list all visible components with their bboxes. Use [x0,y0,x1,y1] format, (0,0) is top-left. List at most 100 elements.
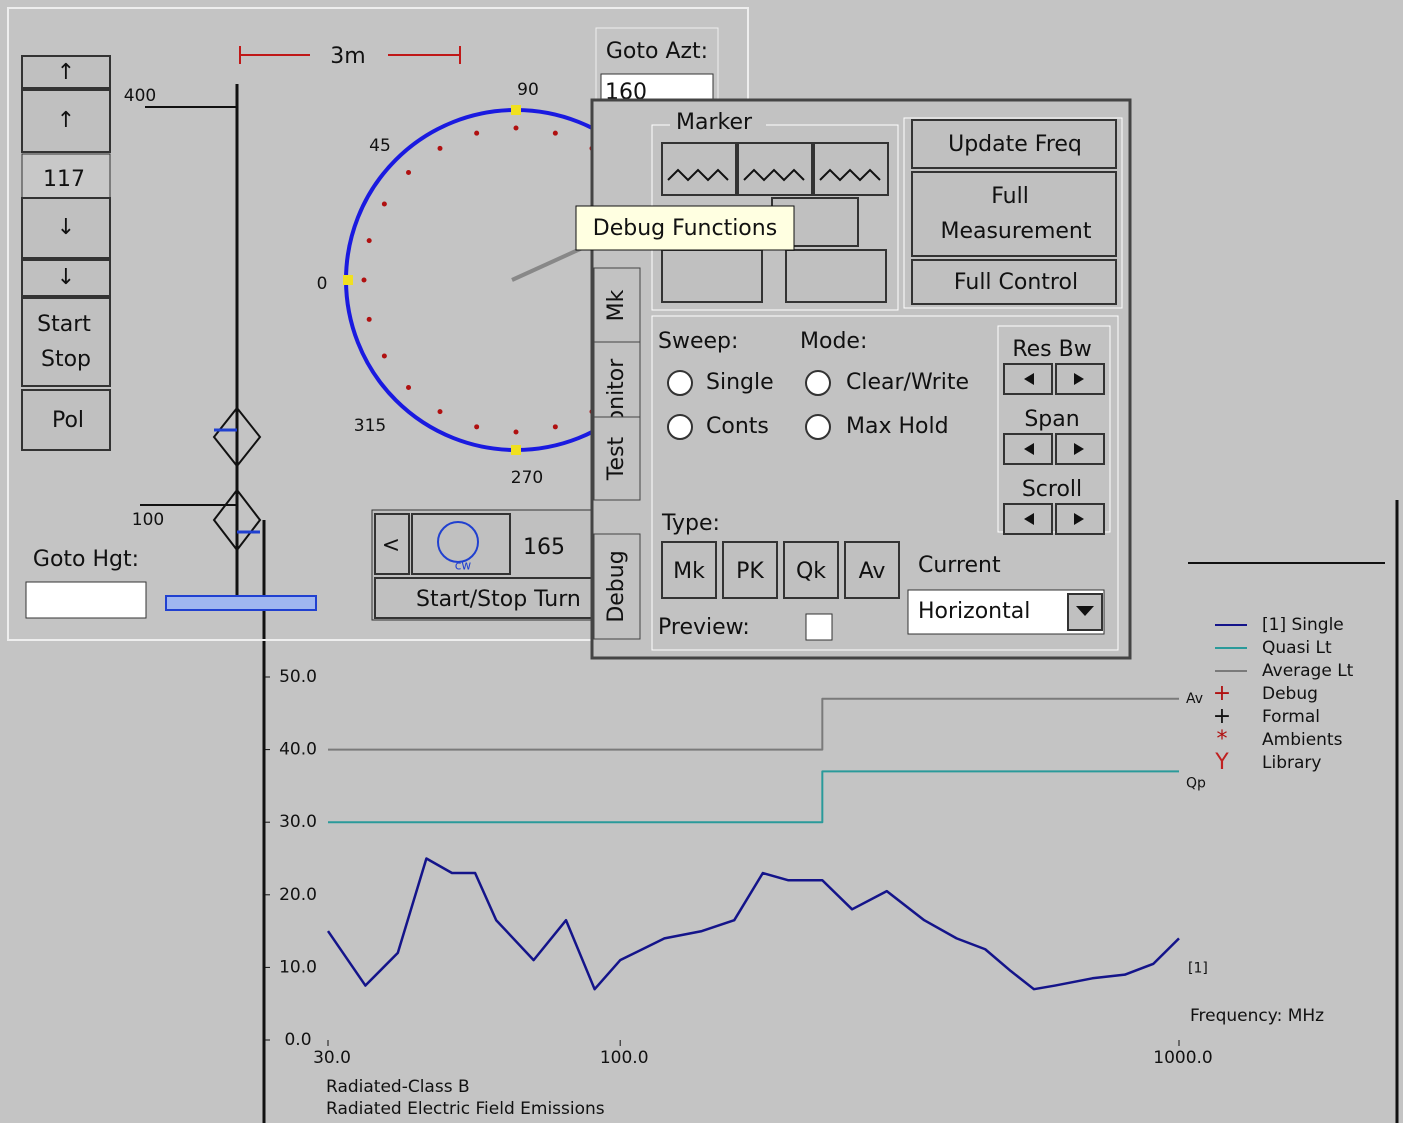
type-button[interactable] [722,541,778,599]
button-label: ↑ [57,60,75,85]
button-label: < [382,533,400,558]
step-frame [997,325,1111,533]
dial-dot [381,353,387,359]
y-tick-label: 40.0 [279,740,317,760]
tab-label: Debug [604,550,629,622]
radios: Single Conts Clear/Write Max Hold [667,370,969,440]
dial-dot [366,316,372,322]
series-line [326,857,1180,991]
distance-label: 3m [330,44,365,69]
legend-label: Quasi Lt [1262,638,1332,658]
button[interactable] [21,297,111,387]
dial-dot [513,125,519,131]
goto-label: Goto Hgt: [33,547,139,572]
step-label: Span [1024,407,1079,432]
step-arrow [1024,513,1034,525]
settings-group [651,315,1119,651]
checkbox[interactable] [805,613,833,641]
button-label: Start/Stop Turn [416,587,581,612]
angle-readout: 165 [523,535,565,560]
button[interactable] [737,142,813,196]
step-arrow [1074,443,1084,455]
dial-dot [552,130,558,136]
dial-dot [437,145,443,151]
tab-label: Mk [604,289,629,321]
radio[interactable] [667,414,693,440]
dial-dot [552,424,558,430]
button[interactable] [374,513,410,575]
type-label: PK [736,559,764,584]
type-button[interactable] [783,541,839,599]
step-controls: Res Bw Span Scroll [997,325,1111,535]
dial-label: 0 [317,274,328,294]
dial-label: 315 [354,416,386,436]
button[interactable] [661,142,737,196]
group-label: Mode: [800,329,867,354]
dial-marker [343,275,353,285]
group-label: Sweep: [658,329,738,354]
button[interactable] [911,119,1117,169]
radio[interactable] [805,370,831,396]
button-label: Full Control [954,270,1078,295]
button[interactable] [21,89,111,153]
dial-dot [406,384,412,390]
dial-dot [437,409,443,415]
scale-label: 400 [124,86,156,106]
button[interactable] [21,197,111,259]
button[interactable] [661,249,763,303]
button[interactable] [21,259,111,297]
group-label: Current [918,553,1001,578]
legend-label: [1] Single [1262,615,1344,635]
step-label: Scroll [1022,477,1082,502]
button-label: Pol [52,408,84,433]
direction-label: cw [455,559,472,573]
button[interactable] [21,55,111,89]
legend-label: Formal [1262,707,1320,727]
type-label: Av [859,559,886,584]
type-label: Mk [673,559,705,584]
dial-marker [511,105,521,115]
tab[interactable] [593,533,641,640]
dropdown-button[interactable] [1067,593,1103,631]
dial-dot [406,170,412,176]
preview-label: Preview: [658,615,750,640]
tooltip [575,205,795,251]
step-label: Res Bw [1012,337,1091,362]
button-label: Full [991,184,1029,209]
y-tick-label: 30.0 [279,812,317,832]
dial-dot [361,277,367,283]
radio-label: Clear/Write [846,370,969,395]
step-arrow [1074,373,1084,385]
radio[interactable] [805,414,831,440]
chart: 0.0 10.0 20.0 30.0 40.0 50.0 30.0 100.0 1000.0 Ra… [262,500,1399,1123]
button[interactable] [911,171,1117,257]
button-label: Stop [41,347,91,372]
type-button[interactable] [844,541,900,599]
legend-label: Ambients [1262,730,1343,750]
group-label: Type: [661,511,720,536]
button[interactable] [813,142,889,196]
text-input[interactable] [25,581,147,619]
ground-plane [165,595,317,611]
button[interactable] [21,389,111,451]
tab[interactable] [593,416,641,501]
tab[interactable] [593,267,641,344]
radio-label: Conts [706,414,769,439]
button-label: Start [37,312,91,337]
button-label: ↓ [57,265,75,290]
series-line [328,770,1179,824]
type-buttons: Mk PK Qk Av [661,541,900,599]
readout [21,153,111,199]
button[interactable] [785,249,887,303]
dial-dot [513,429,519,435]
type-button[interactable] [661,541,717,599]
step-arrow [1024,373,1034,385]
tooltip-text: Debug Functions [593,216,777,241]
dial-dot [474,424,480,430]
button[interactable] [411,513,511,575]
radio[interactable] [667,370,693,396]
button-label: Measurement [940,219,1091,244]
end-label: Av [1186,691,1203,707]
button[interactable] [911,259,1117,305]
